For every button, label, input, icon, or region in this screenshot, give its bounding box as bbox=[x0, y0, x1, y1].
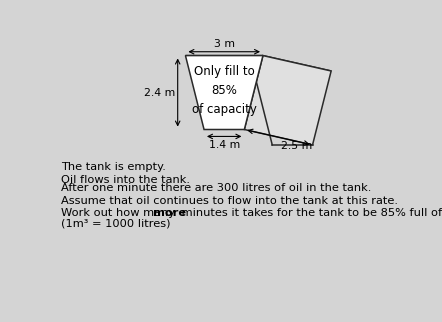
Text: 2.5 m: 2.5 m bbox=[281, 141, 312, 151]
Text: 2.4 m: 2.4 m bbox=[144, 88, 175, 98]
Polygon shape bbox=[186, 56, 331, 71]
Polygon shape bbox=[244, 56, 331, 145]
Text: 3 m: 3 m bbox=[213, 39, 235, 49]
Text: more: more bbox=[152, 208, 186, 218]
Text: Work out how many: Work out how many bbox=[61, 208, 179, 218]
Polygon shape bbox=[186, 56, 263, 129]
Text: Assume that oil continues to flow into the tank at this rate.: Assume that oil continues to flow into t… bbox=[61, 196, 398, 206]
Text: After one minute there are 300 litres of oil in the tank.: After one minute there are 300 litres of… bbox=[61, 183, 372, 193]
Text: minutes it takes for the tank to be 85% full of oil.: minutes it takes for the tank to be 85% … bbox=[178, 208, 442, 218]
Text: 1.4 m: 1.4 m bbox=[209, 139, 240, 149]
Text: Oil flows into the tank.: Oil flows into the tank. bbox=[61, 175, 191, 185]
Text: (1m³ = 1000 litres): (1m³ = 1000 litres) bbox=[61, 218, 171, 228]
Text: The tank is empty.: The tank is empty. bbox=[61, 162, 166, 172]
Text: Only fill to
85%
of capacity: Only fill to 85% of capacity bbox=[192, 65, 257, 117]
